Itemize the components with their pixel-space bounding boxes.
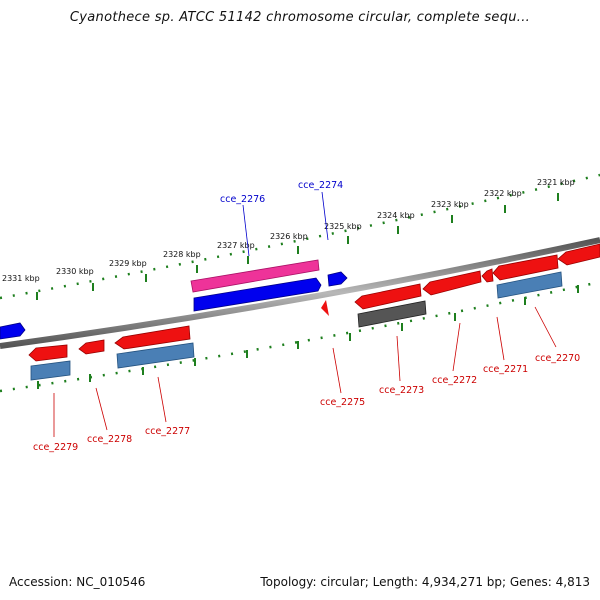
scale-label: 2330 kbp xyxy=(56,267,94,276)
gene-arrow-cce_2271[interactable] xyxy=(481,268,494,283)
scale-label: 2331 kbp xyxy=(2,274,40,283)
scale-label: 2326 kbp xyxy=(270,232,308,241)
feature-box-cce_2273[interactable] xyxy=(357,300,427,328)
gene-arrow-right[interactable] xyxy=(557,243,600,266)
gene-arrow-cce_2279[interactable] xyxy=(28,344,68,362)
scale-label: 2329 kbp xyxy=(109,259,147,268)
label-leaders-blue xyxy=(242,191,329,257)
feature-box-cce_2279[interactable] xyxy=(30,360,71,381)
gene-label-cce_2276[interactable]: cce_2276 xyxy=(220,194,265,205)
genome-summary-text: Topology: circular; Length: 4,934,271 bp… xyxy=(260,575,590,589)
gene-arrow-cce_2275[interactable] xyxy=(321,300,329,316)
label-leaders-red xyxy=(53,306,557,437)
scale-label: 2324 kbp xyxy=(377,211,415,220)
genome-backbone xyxy=(0,237,600,349)
gene-label-cce_2271[interactable]: cce_2271 xyxy=(483,364,528,375)
feature-box-cce_2277[interactable] xyxy=(116,342,195,369)
scale-label: 2328 kbp xyxy=(163,250,201,259)
gene-arrow-cce_2276[interactable] xyxy=(193,277,322,312)
feature-box-cce_2270[interactable] xyxy=(496,271,563,299)
gene-label-cce_2273[interactable]: cce_2273 xyxy=(379,385,424,396)
gene-label-cce_2270[interactable]: cce_2270 xyxy=(535,353,580,364)
gene-arrow-cce_2278[interactable] xyxy=(78,339,105,355)
gene-arrow-left[interactable] xyxy=(0,322,26,340)
gene-arrow-cce_2274[interactable] xyxy=(327,271,348,287)
outer-major-ticks xyxy=(36,193,559,300)
gene-label-cce_2275[interactable]: cce_2275 xyxy=(320,397,365,408)
gene-label-cce_2272[interactable]: cce_2272 xyxy=(432,375,477,386)
inner-major-ticks xyxy=(37,285,579,389)
gene-label-cce_2279[interactable]: cce_2279 xyxy=(33,442,78,453)
map-title: Cyanothece sp. ATCC 51142 chromosome cir… xyxy=(69,10,531,25)
scale-label: 2327 kbp xyxy=(217,241,255,250)
accession-text: Accession: NC_010546 xyxy=(9,575,146,589)
scale-label: 2325 kbp xyxy=(324,222,362,231)
gene-arrow-cce_2277[interactable] xyxy=(114,325,191,350)
gene-arrow-cce_2272[interactable] xyxy=(422,270,482,296)
scale-label: 2322 kbp xyxy=(484,189,522,198)
scale-label: 2321 kbp xyxy=(537,178,575,187)
scale-label: 2323 kbp xyxy=(431,200,469,209)
gene-label-cce_2274[interactable]: cce_2274 xyxy=(298,180,343,191)
gene-arrow-cce_2270[interactable] xyxy=(492,254,559,281)
gene-arrow-cce_2276-pink[interactable] xyxy=(190,259,320,293)
gene-label-cce_2278[interactable]: cce_2278 xyxy=(87,434,132,445)
gene-label-cce_2277[interactable]: cce_2277 xyxy=(145,426,190,437)
gene-arrow-cce_2273[interactable] xyxy=(354,283,422,310)
